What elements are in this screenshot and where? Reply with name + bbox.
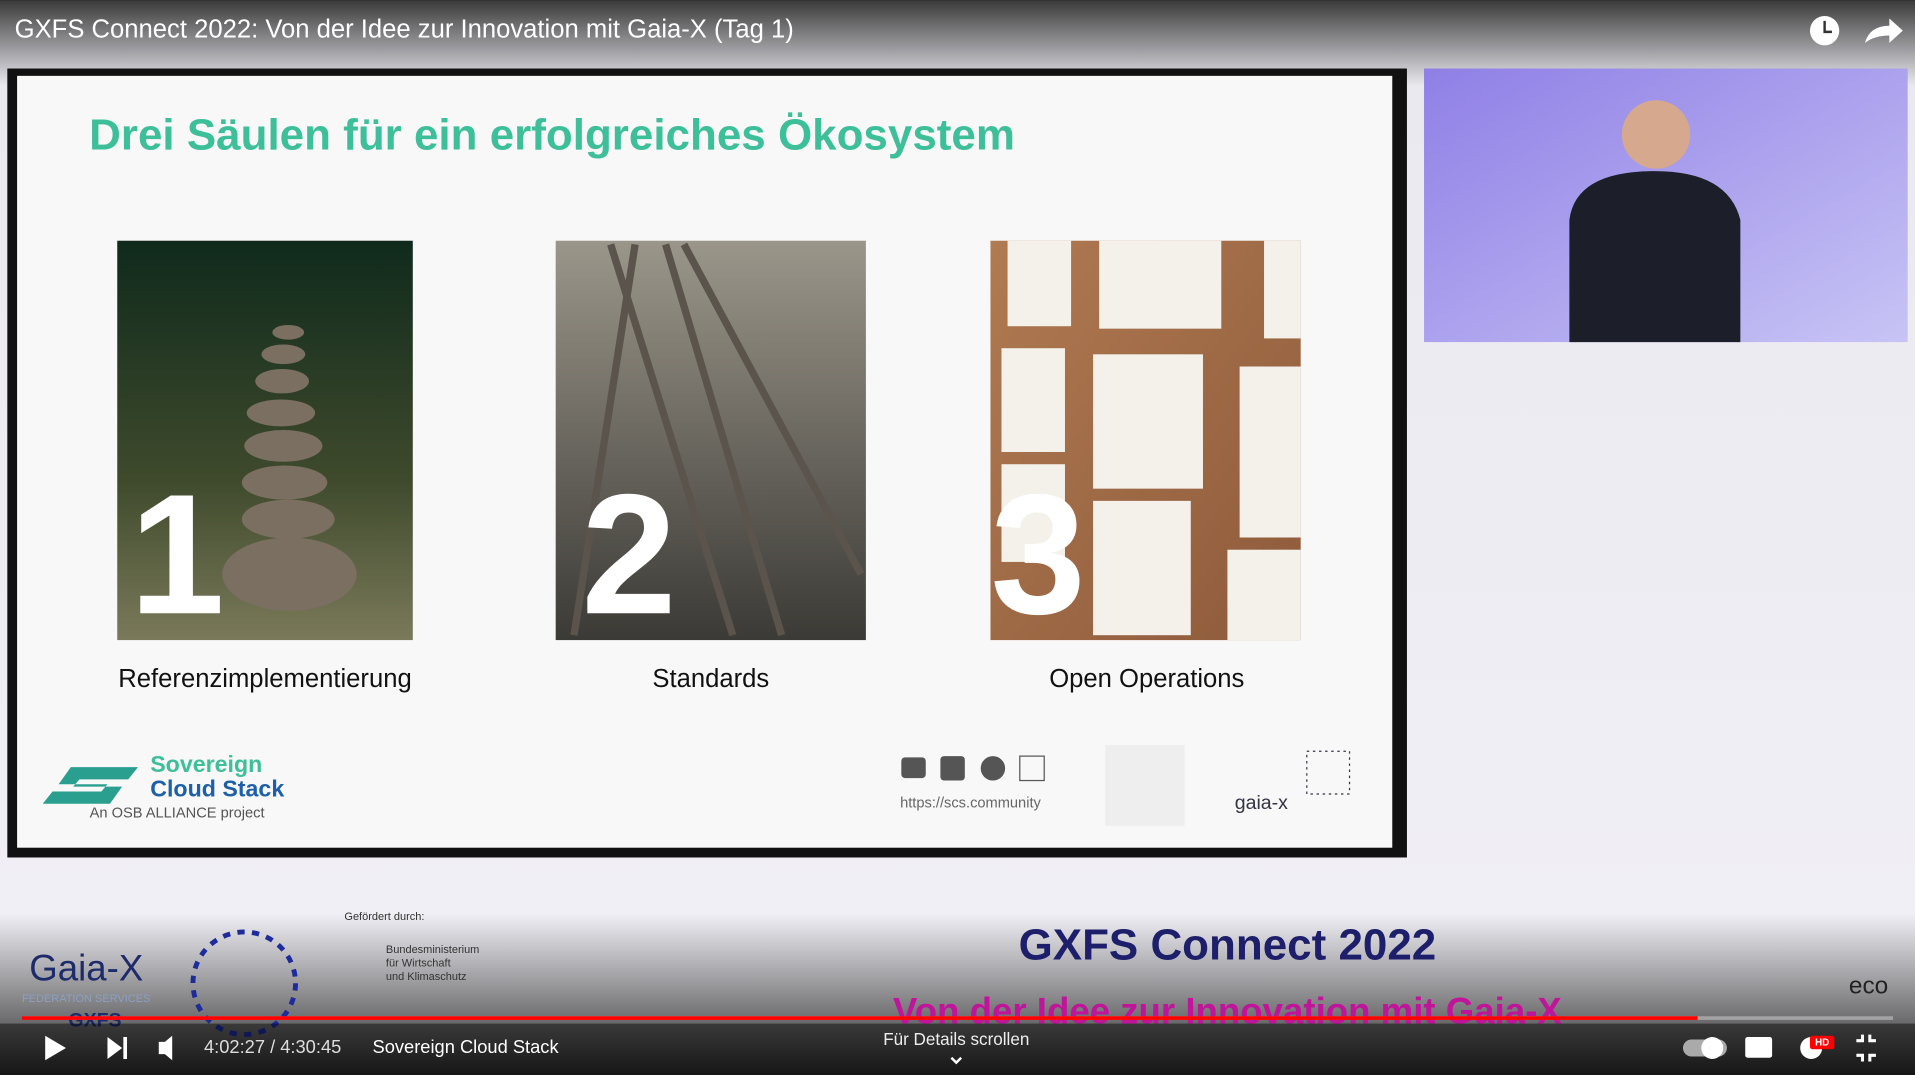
ministry-line: und Klimaschutz (386, 971, 467, 983)
subtitles-button[interactable] (1745, 1037, 1773, 1058)
volume-button[interactable] (158, 1035, 173, 1061)
logo-tagline: An OSB ALLIANCE project (90, 805, 265, 821)
progress-played (21, 1016, 1698, 1020)
gaia-x-mark (190, 929, 298, 1038)
stone-stack (222, 324, 357, 611)
pillar-number: 1 (130, 459, 225, 650)
next-button[interactable] (107, 1037, 128, 1059)
pillar-caption: Open Operations (1049, 665, 1244, 693)
event-title: GXFS Connect 2022 (1019, 920, 1437, 969)
slide-heading: Drei Säulen für ein erfolgreiches Ökosys… (89, 111, 1015, 160)
ministry-line: Bundesministerium (386, 944, 479, 956)
notes (1001, 240, 1301, 641)
pillar-caption: Referenzimplementierung (118, 665, 411, 693)
funded-label: Gefördert durch: (344, 911, 424, 923)
slide-url: https://scs.community (900, 796, 1041, 812)
controls-background (0, 1023, 1915, 1075)
scroll-chevron (950, 1056, 963, 1065)
scs-logo: Sovereign Cloud Stack An OSB ALLIANCE pr… (42, 751, 284, 821)
time-display: 4:02:27 / 4:30:45 (204, 1036, 341, 1057)
watch-later-button[interactable] (1809, 16, 1840, 46)
event-motto: Von der Idee zur Innovation mit Gaia-X (893, 990, 1562, 1031)
banner-brand-short: GXFS (68, 1009, 121, 1031)
ministry-logo (1105, 745, 1185, 826)
host-logo: eco (1849, 972, 1888, 999)
banner-brand-sub: FEDERATION SERVICES (22, 993, 150, 1005)
logo-line: Sovereign (150, 751, 262, 777)
banner-brand: Gaia-X (29, 948, 143, 989)
ministry-line: für Wirtschaft (386, 958, 451, 970)
hd-badge (1809, 1035, 1835, 1050)
scroll-hint: Für Details scrollen (883, 1030, 1029, 1049)
play-button[interactable] (45, 1035, 66, 1061)
hd-label: HD (1815, 1038, 1829, 1049)
pillar-number: 2 (581, 459, 676, 650)
pillar-number: 3 (991, 459, 1086, 650)
autoplay-toggle[interactable] (1682, 1037, 1727, 1059)
logo-line: Cloud Stack (150, 775, 284, 801)
rails (570, 242, 865, 637)
pillar-caption: Standards (652, 665, 769, 693)
exit-fullscreen-button[interactable] (1856, 1034, 1876, 1062)
social-icons (901, 755, 1045, 782)
speaker (1569, 171, 1741, 343)
partner-logo: gaia-x (1235, 792, 1288, 814)
chapter-button[interactable]: Sovereign Cloud Stack (372, 1036, 559, 1057)
share-button[interactable] (1864, 18, 1903, 43)
video-title: GXFS Connect 2022: Von der Idee zur Inno… (15, 15, 794, 43)
speaker-head (1621, 100, 1691, 169)
